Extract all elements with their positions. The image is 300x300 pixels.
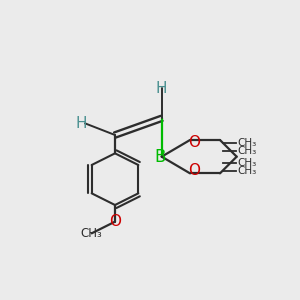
Text: CH₃: CH₃ xyxy=(237,146,256,156)
Text: CH₃: CH₃ xyxy=(237,158,256,168)
Text: CH₃: CH₃ xyxy=(81,227,103,240)
Text: H: H xyxy=(76,116,87,131)
Text: O: O xyxy=(188,163,200,178)
Text: H: H xyxy=(156,81,167,96)
Text: CH₃: CH₃ xyxy=(237,138,256,148)
Text: CH₃: CH₃ xyxy=(237,166,256,176)
Text: O: O xyxy=(188,135,200,150)
Text: B: B xyxy=(154,148,166,166)
Text: O: O xyxy=(109,214,121,229)
